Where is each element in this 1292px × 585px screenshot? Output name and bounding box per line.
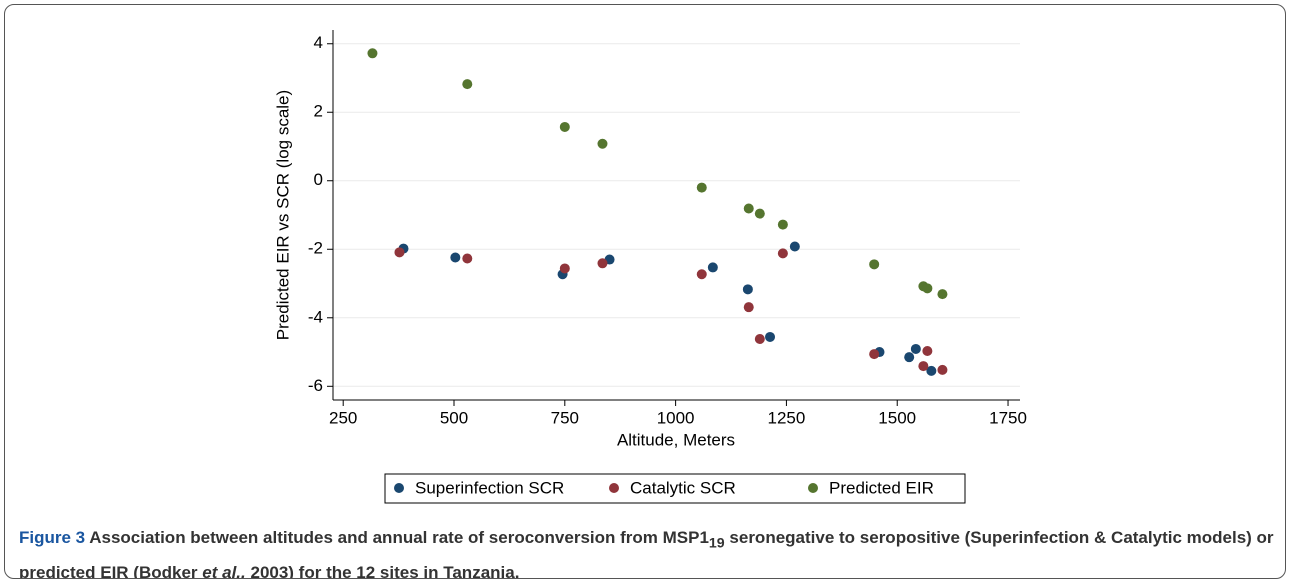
scatter-point — [559, 263, 570, 274]
scatter-point — [462, 79, 473, 90]
x-tick-label: 1750 — [989, 408, 1027, 427]
scatter-point — [869, 259, 880, 270]
scatter-point — [462, 253, 473, 264]
scatter-point — [696, 182, 707, 193]
scatter-point — [754, 208, 765, 219]
y-axis-label: Predicted EIR vs SCR (log scale) — [273, 90, 292, 340]
scatter-point — [754, 334, 765, 345]
y-tick-label: -6 — [308, 376, 323, 395]
scatter-point — [918, 361, 929, 372]
legend-box — [384, 473, 966, 504]
scatter-point — [869, 349, 880, 360]
legend-marker — [808, 483, 818, 493]
x-axis-label: Altitude, Meters — [617, 430, 735, 449]
x-tick-label: 1250 — [768, 408, 806, 427]
caption-italic: et al., — [202, 563, 246, 579]
scatter-point — [394, 247, 405, 258]
y-tick-label: -4 — [308, 307, 323, 326]
legend-label: Catalytic SCR — [630, 478, 736, 497]
chart: Altitude, Meters Predicted EIR vs SCR (l… — [273, 30, 1027, 504]
scatter-point — [926, 365, 937, 376]
caption: Figure 3 Association between altitudes a… — [19, 523, 1279, 579]
scatter-point — [937, 289, 948, 300]
caption-text: seronegative to seropositive (Superinfec… — [19, 528, 1274, 579]
scatter-point — [922, 283, 933, 294]
scatter-point — [696, 269, 707, 280]
y-tick-label: 0 — [314, 170, 323, 189]
scatter-point — [777, 219, 788, 230]
scatter-point — [742, 284, 753, 295]
legend-label: Superinfection SCR — [415, 478, 564, 497]
scatter-point — [707, 262, 718, 273]
caption-text: Association between altitudes and annual… — [89, 528, 709, 547]
scatter-point — [597, 258, 608, 269]
scatter-point — [743, 302, 754, 313]
x-tick-label: 250 — [329, 408, 357, 427]
scatter-point — [777, 248, 788, 259]
scatter-point — [937, 364, 948, 375]
scatter-point — [765, 331, 776, 342]
caption-text: 2003) for the 12 sites in Tanzania. — [250, 563, 520, 579]
scatter-point — [450, 252, 461, 263]
scatter-point — [597, 138, 608, 149]
scatter-point — [367, 48, 378, 59]
caption-label: Figure 3 — [19, 528, 86, 547]
scatter-point — [743, 203, 754, 214]
scatter-point — [910, 343, 921, 354]
legend-label: Predicted EIR — [829, 478, 934, 497]
x-tick-label: 1000 — [657, 408, 695, 427]
legend-marker — [394, 483, 404, 493]
y-tick-label: 4 — [314, 33, 323, 52]
scatter-point — [904, 352, 915, 363]
legend-marker — [609, 483, 619, 493]
x-tick-label: 500 — [440, 408, 468, 427]
x-tick-label: 1500 — [878, 408, 916, 427]
scatter-point — [789, 241, 800, 252]
caption-subscript: 19 — [708, 535, 725, 552]
y-tick-label: 2 — [314, 102, 323, 121]
x-tick-label: 750 — [551, 408, 579, 427]
figure-frame: Altitude, Meters Predicted EIR vs SCR (l… — [4, 4, 1286, 579]
scatter-point — [922, 346, 933, 357]
y-tick-label: -2 — [308, 239, 323, 258]
scatter-point — [559, 121, 570, 132]
